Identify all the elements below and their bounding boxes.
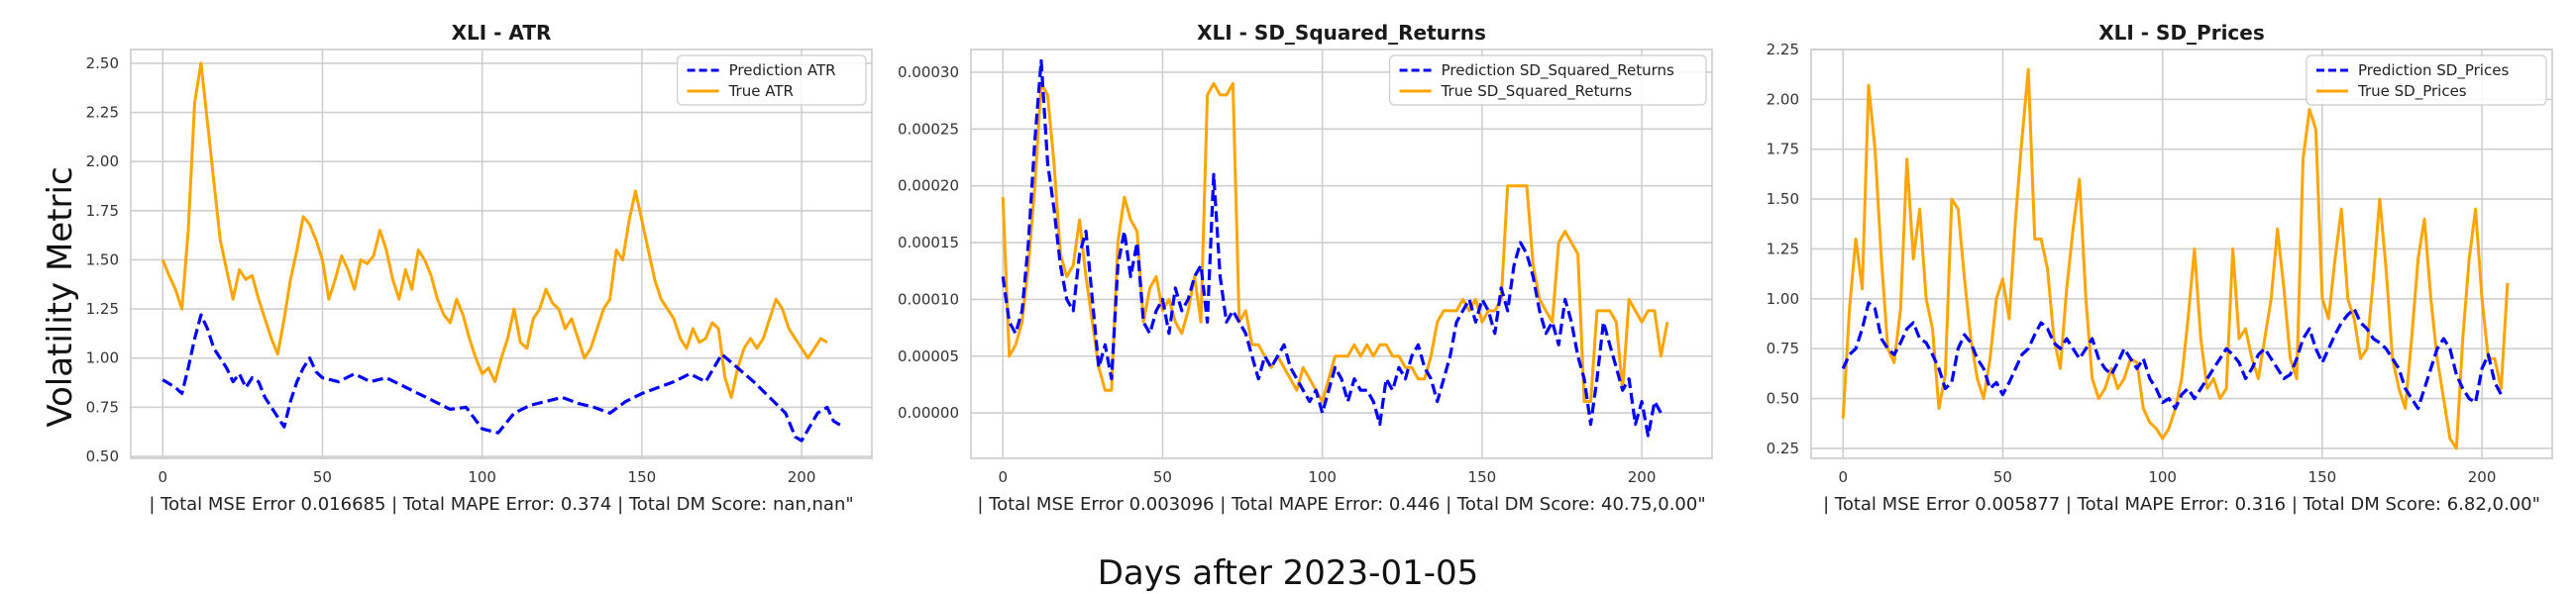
y-tick-label: 0.00025 xyxy=(898,120,959,138)
y-tick-label: 1.00 xyxy=(86,349,119,367)
figure-xlabel: Days after 2023-01-05 xyxy=(1098,553,1479,593)
chart-xlabel: | Total MSE Error 0.003096 | Total MAPE … xyxy=(977,494,1705,515)
y-tick-label: 1.25 xyxy=(1767,240,1799,257)
x-tick-label: 100 xyxy=(2148,468,2177,486)
chart-title: XLI - SD_Prices xyxy=(2098,21,2265,45)
chart-panel-1: 0.50 0.75 1.00 1.25 1.50 1.75 2.00 2.25 2.50 0 50 1… xyxy=(86,21,873,515)
plot-frame xyxy=(1810,49,2553,459)
legend-label: Prediction SD_Squared_Returns xyxy=(1442,61,1674,80)
x-tick-label: 200 xyxy=(1628,468,1657,486)
plot-frame xyxy=(130,49,873,459)
series-line-prediction xyxy=(1001,58,1663,438)
x-tick-label: 50 xyxy=(1153,468,1172,486)
y-tick-label: 1.25 xyxy=(86,300,119,318)
y-tick-label: 0.75 xyxy=(86,398,119,416)
legend-box xyxy=(2306,54,2547,106)
y-tick-label: 0.75 xyxy=(1767,340,1799,357)
legend-label: True SD_Squared_Returns xyxy=(1441,82,1633,101)
x-tick-label: 200 xyxy=(2468,468,2497,486)
y-tick-label: 1.00 xyxy=(1767,290,1799,308)
x-tick-label: 0 xyxy=(998,468,1008,486)
legend: Prediction SD_Squared_Returns True SD_Squ… xyxy=(1388,54,1707,106)
y-tick-label: 2.25 xyxy=(1767,41,1799,58)
chart-title: XLI - SD_Squared_Returns xyxy=(1197,21,1486,45)
y-tick-label: 2.00 xyxy=(86,152,119,170)
figure-ylabel: Volatility Metric xyxy=(41,166,80,427)
y-tick-label: 0.00030 xyxy=(898,63,959,81)
chart-panel-2: 0.00000 0.00005 0.00010 0.00015 0.00020 0.000… xyxy=(898,21,1713,515)
x-tick-label: 150 xyxy=(628,468,657,486)
y-tick-label: 1.50 xyxy=(86,250,119,268)
chart-xlabel: | Total MSE Error 0.016685 | Total MAPE … xyxy=(149,494,853,515)
y-tick-label: 2.25 xyxy=(86,104,119,122)
y-tick-label: 2.00 xyxy=(1767,90,1799,108)
y-tick-label: 0.25 xyxy=(1767,440,1799,457)
chart-panels: 0.50 0.75 1.00 1.25 1.50 1.75 2.00 2.25 2.50 0 50 1… xyxy=(86,21,2553,515)
series-line-true xyxy=(1001,81,1669,404)
series-line-prediction xyxy=(161,313,841,443)
x-tick-label: 0 xyxy=(1838,468,1848,486)
plot-area xyxy=(971,50,1712,458)
chart-panel-3: 0.25 0.50 0.75 1.00 1.25 1.50 1.75 2.00 2.25 0 50 1… xyxy=(1767,21,2553,515)
y-tick-label: 1.75 xyxy=(86,202,119,220)
chart-title: XLI - ATR xyxy=(452,21,552,45)
y-tick-label: 2.50 xyxy=(86,54,119,72)
x-tick-label: 150 xyxy=(1468,468,1497,486)
x-tick-label: 0 xyxy=(158,468,167,486)
legend-label: True ATR xyxy=(728,82,794,100)
series-line-true xyxy=(161,61,828,399)
y-tick-label: 0.50 xyxy=(1767,390,1799,408)
x-tick-label: 150 xyxy=(2308,468,2337,486)
legend-label: Prediction ATR xyxy=(729,61,836,79)
x-tick-label: 200 xyxy=(788,468,816,486)
y-tick-label: 0.50 xyxy=(86,447,119,465)
legend-box xyxy=(676,54,867,106)
plot-area xyxy=(131,50,872,458)
y-tick-label: 1.50 xyxy=(1767,190,1799,208)
y-tick-label: 0.00005 xyxy=(898,347,959,365)
x-tick-label: 100 xyxy=(1308,468,1337,486)
chart-xlabel: | Total MSE Error 0.005877 | Total MAPE … xyxy=(1823,494,2540,515)
x-tick-label: 50 xyxy=(313,468,332,486)
legend-label: True SD_Prices xyxy=(2357,82,2467,101)
x-tick-label: 50 xyxy=(1993,468,2012,486)
legend: Prediction ATR True ATR xyxy=(676,54,867,106)
y-tick-label: 0.00015 xyxy=(898,234,959,251)
y-tick-label: 0.00000 xyxy=(898,404,959,422)
y-tick-label: 0.00010 xyxy=(898,290,959,308)
legend-box xyxy=(1388,54,1707,106)
x-tick-label: 100 xyxy=(468,468,496,486)
legend: Prediction SD_Prices True SD_Prices xyxy=(2306,54,2547,106)
series-line-prediction xyxy=(1841,301,2503,411)
legend-label: Prediction SD_Prices xyxy=(2358,61,2509,80)
y-tick-label: 1.75 xyxy=(1767,141,1799,158)
plot-frame xyxy=(970,49,1713,459)
y-tick-label: 0.00020 xyxy=(898,177,959,195)
